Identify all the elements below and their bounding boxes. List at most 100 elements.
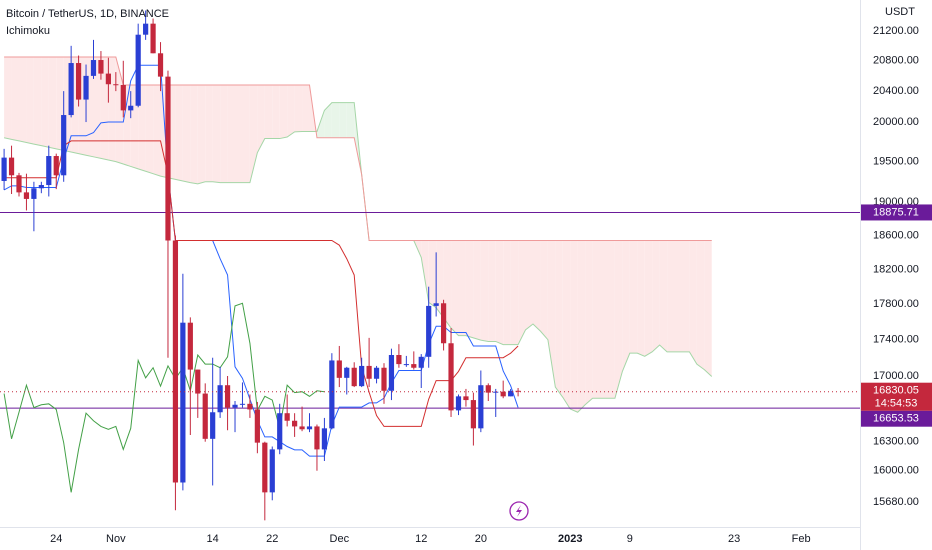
candle-body: [187, 322, 193, 370]
candle-body: [359, 365, 365, 387]
candle-body: [143, 23, 149, 35]
candle-body: [306, 426, 313, 430]
candle-body: [172, 240, 179, 483]
candle-body: [210, 412, 216, 439]
y-tick-label: 20800.00: [873, 55, 919, 67]
y-tick-label: 21200.00: [873, 25, 919, 37]
cloud-fill: [637, 240, 645, 357]
cloud-fill: [331, 102, 340, 138]
x-tick-label: 20: [475, 533, 487, 545]
y-tick-label: 18200.00: [873, 263, 919, 275]
candle-body: [53, 156, 59, 176]
candle-body: [500, 391, 506, 397]
cloud-edge: [4, 56, 712, 242]
candle-body: [403, 364, 409, 366]
candle-body: [239, 403, 246, 405]
cloud-fill: [555, 240, 563, 398]
cloud-fill: [644, 240, 653, 357]
candle-body: [38, 185, 44, 189]
candle-body: [120, 85, 126, 111]
y-tick-label: 16000.00: [873, 465, 919, 477]
cloud-fill: [153, 85, 161, 177]
candle-body: [381, 367, 387, 391]
candle-body: [292, 420, 298, 427]
candle-body: [366, 365, 372, 379]
candle-body: [463, 396, 469, 401]
cloud-fill: [346, 102, 355, 138]
cloud-fill: [652, 240, 660, 352]
cloud-fill: [451, 240, 459, 336]
y-tick-label: 18600.00: [873, 229, 919, 241]
candle-body: [90, 60, 97, 76]
cloud-fill: [473, 240, 481, 341]
cloud-fill: [11, 57, 19, 141]
cloud-fill: [570, 240, 578, 413]
y-tick-label: 17400.00: [873, 334, 919, 346]
cloud-fill: [41, 57, 49, 148]
y-tick-label: 15680.00: [873, 496, 919, 508]
cloud-fill: [302, 85, 310, 132]
candle-body: [478, 385, 484, 429]
cloud-fill: [93, 57, 101, 159]
candle-body: [344, 367, 350, 378]
cloud-fill: [674, 240, 682, 352]
indicator-line: [3, 302, 325, 493]
y-tick-label: 20000.00: [873, 116, 919, 128]
cloud-fill: [436, 240, 444, 318]
cloud-fill: [175, 85, 183, 181]
y-tick-label: 19500.00: [873, 156, 919, 168]
cloud-fill: [145, 85, 154, 174]
y-tick-label: 20400.00: [873, 85, 919, 97]
cloud-fill: [696, 240, 705, 370]
candle-body: [105, 73, 111, 85]
candle-body: [157, 53, 164, 77]
cloud-fill: [138, 85, 146, 172]
candle-body: [232, 404, 238, 408]
indicator-line: [4, 140, 519, 427]
cloud-fill: [562, 240, 571, 409]
cloud-fill: [622, 240, 630, 372]
candle-body: [68, 63, 74, 116]
candle-body: [46, 156, 52, 186]
cloud-fill: [592, 240, 601, 399]
candle-body: [83, 75, 89, 100]
candle-body: [150, 23, 156, 54]
candle-body: [515, 390, 521, 392]
cloud-fill: [585, 240, 593, 405]
cloud-fill: [115, 57, 124, 165]
candle-body: [75, 63, 82, 100]
candle-body: [180, 322, 186, 483]
cloud-fill: [242, 85, 250, 183]
cloud-fill: [48, 57, 57, 149]
candle-body: [351, 367, 357, 387]
cloud-fill: [495, 240, 504, 345]
candle-body: [217, 385, 223, 413]
alert-icon[interactable]: [509, 501, 529, 521]
cloud-fill: [488, 240, 496, 342]
candle-body: [23, 192, 30, 199]
price-tag-label: 18875.71: [873, 206, 919, 218]
candle-body: [128, 105, 134, 111]
cloud-fill: [518, 240, 526, 345]
candle-body: [31, 188, 37, 199]
cloud-fill: [629, 240, 638, 354]
cloud-fill: [667, 240, 675, 352]
cloud-fill: [197, 85, 206, 184]
cloud-fill: [279, 85, 288, 139]
candle-body: [448, 343, 454, 411]
candle-body: [321, 428, 328, 450]
candle-body: [373, 367, 380, 379]
cloud-fill: [704, 240, 712, 377]
countdown-label: 14:54:53: [875, 398, 918, 410]
candle-body: [299, 426, 305, 430]
cloud-fill: [108, 57, 116, 162]
x-tick-label: 23: [728, 533, 740, 545]
indicator-line: [3, 64, 519, 457]
cloud-fill: [182, 85, 191, 183]
cloud-fill: [324, 102, 332, 138]
cloud-fill: [480, 240, 489, 342]
candle-body: [135, 34, 141, 106]
y-tick-label: 17000.00: [873, 370, 919, 382]
cloud-fill: [220, 85, 228, 183]
